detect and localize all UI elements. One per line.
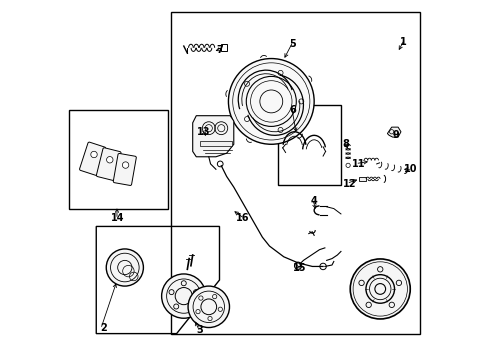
Bar (221, 44, 226, 51)
Circle shape (91, 151, 97, 158)
Text: 2: 2 (100, 323, 106, 333)
Circle shape (188, 286, 229, 328)
FancyBboxPatch shape (96, 148, 121, 180)
Text: 15: 15 (292, 262, 306, 273)
Bar (171, 12, 419, 334)
Text: 5: 5 (289, 39, 296, 49)
Text: 6: 6 (289, 105, 296, 115)
Circle shape (106, 249, 143, 286)
Polygon shape (192, 116, 233, 157)
FancyBboxPatch shape (80, 142, 105, 175)
Bar (200, 141, 231, 146)
Circle shape (106, 157, 113, 163)
Text: 11: 11 (351, 159, 365, 169)
Text: 9: 9 (392, 130, 399, 140)
Circle shape (228, 59, 313, 144)
Circle shape (122, 162, 128, 168)
Text: 12: 12 (343, 179, 356, 189)
Circle shape (349, 259, 409, 319)
Text: 14: 14 (111, 212, 124, 222)
Circle shape (162, 274, 205, 318)
Polygon shape (386, 127, 400, 137)
Text: 16: 16 (236, 212, 249, 222)
Bar (358, 177, 365, 181)
Text: 13: 13 (196, 127, 210, 137)
Text: 10: 10 (403, 164, 416, 174)
FancyBboxPatch shape (113, 153, 136, 185)
Text: 8: 8 (342, 139, 349, 149)
Text: 4: 4 (310, 197, 317, 206)
Bar (69, 111, 167, 208)
Bar (278, 105, 340, 185)
Text: 3: 3 (196, 325, 203, 335)
Text: 1: 1 (399, 37, 406, 48)
Text: 7: 7 (216, 45, 223, 55)
